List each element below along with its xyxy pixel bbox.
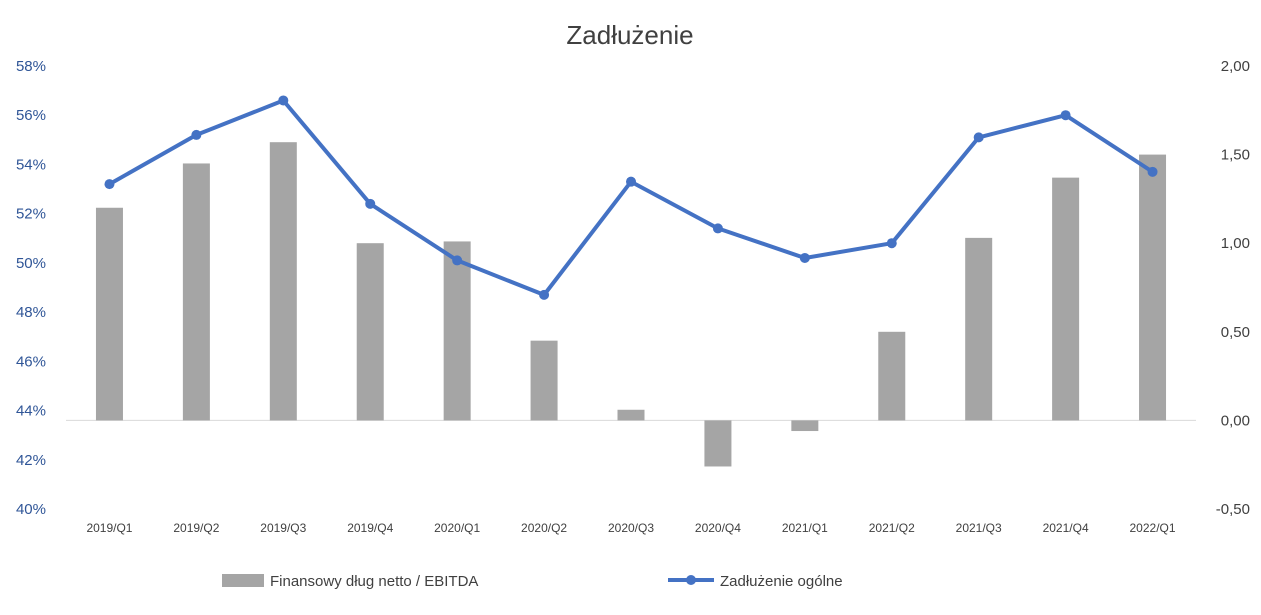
left-axis-tick-label: 58% [16, 58, 46, 75]
left-axis-tick-label: 44% [16, 403, 46, 420]
right-axis-tick-label: -0,50 [1216, 501, 1250, 518]
legend: Finansowy dług netto / EBITDA Zadłużenie… [222, 573, 843, 590]
line-point [104, 179, 115, 190]
right-axis-tick-label: 1,50 [1221, 147, 1250, 164]
x-axis-tick-label: 2020/Q2 [521, 521, 567, 535]
x-axis-tick-label: 2019/Q4 [347, 521, 393, 535]
line-point [452, 255, 463, 266]
legend-label-line: Zadłużenie ogólne [720, 573, 843, 590]
x-axis-tick-label: 2020/Q1 [434, 521, 480, 535]
right-axis-tick-label: 2,00 [1221, 58, 1250, 75]
x-axis-tick-label: 2021/Q4 [1043, 521, 1089, 535]
bar [269, 142, 297, 421]
x-axis-tick-label: 2021/Q3 [956, 521, 1002, 535]
x-axis-tick-label: 2019/Q1 [86, 521, 132, 535]
line-point [278, 95, 289, 106]
line-point [539, 289, 550, 300]
bar [95, 207, 123, 421]
line-point [973, 132, 984, 143]
bar [791, 420, 819, 432]
bar [530, 340, 558, 421]
bar [443, 241, 471, 421]
left-axis-tick-label: 56% [16, 107, 46, 124]
left-axis-tick-label: 46% [16, 353, 46, 370]
line-point [1060, 110, 1071, 121]
x-axis-tick-label: 2021/Q1 [782, 521, 828, 535]
line-point [886, 238, 897, 249]
left-axis-tick-label: 40% [16, 501, 46, 518]
legend-swatch-marker [686, 575, 696, 585]
x-axis: 2019/Q1 2019/Q2 2019/Q3 2019/Q4 2020/Q1 2020/… [86, 521, 1175, 535]
right-axis-tick-label: 1,00 [1221, 235, 1250, 252]
left-axis: 58% 56% 54% 52% 50% 48% 46% 44% 42% 40% [16, 58, 46, 518]
line-point [191, 129, 202, 140]
right-axis-tick-label: 0,50 [1221, 324, 1250, 341]
x-axis-tick-label: 2020/Q3 [608, 521, 654, 535]
x-axis-tick-label: 2019/Q3 [260, 521, 306, 535]
left-axis-tick-label: 52% [16, 206, 46, 223]
legend-label-bar: Finansowy dług netto / EBITDA [270, 573, 478, 590]
left-axis-tick-label: 50% [16, 255, 46, 272]
x-axis-tick-label: 2019/Q2 [173, 521, 219, 535]
left-axis-tick-label: 54% [16, 156, 46, 173]
line-point [365, 198, 376, 209]
x-axis-tick-label: 2020/Q4 [695, 521, 741, 535]
bar [356, 243, 384, 421]
line-point [712, 223, 723, 234]
right-axis: 2,00 1,50 1,00 0,50 0,00 -0,50 [1216, 58, 1250, 518]
line-point [799, 252, 810, 263]
bar [182, 163, 210, 421]
bar [617, 409, 645, 421]
x-axis-tick-label: 2021/Q2 [869, 521, 915, 535]
bar-series [95, 142, 1167, 467]
bar [1139, 154, 1167, 421]
line-series [104, 95, 1158, 300]
bar [1052, 177, 1080, 421]
bar [704, 420, 732, 467]
legend-swatch-bar [222, 574, 264, 587]
right-axis-tick-label: 0,00 [1221, 412, 1250, 429]
bar [965, 237, 993, 421]
left-axis-tick-label: 48% [16, 304, 46, 321]
x-axis-tick-label: 2022/Q1 [1130, 521, 1176, 535]
line-point [626, 176, 636, 187]
chart-title: Zadłużenie [566, 20, 693, 50]
series-line [107, 98, 1155, 297]
line-point [1147, 166, 1158, 177]
left-axis-tick-label: 42% [16, 452, 46, 469]
bar [878, 331, 906, 421]
